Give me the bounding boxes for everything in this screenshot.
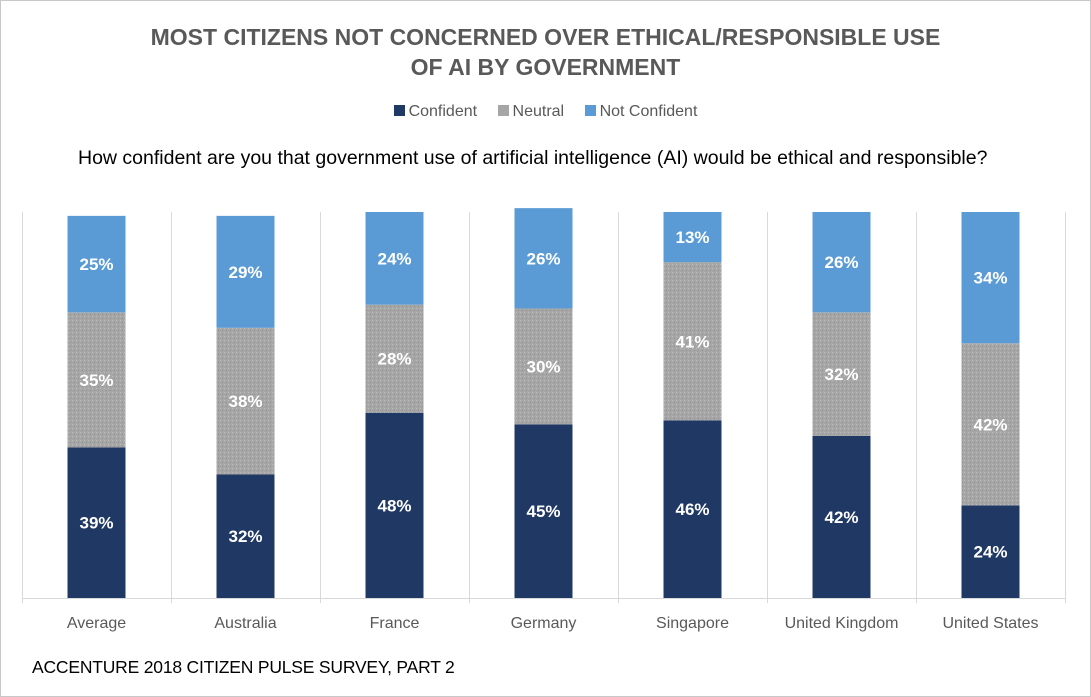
bar-segment-confident: [216, 474, 275, 598]
legend-item-neutral: Neutral: [497, 103, 565, 121]
bar-segment-neutral: [961, 343, 1020, 506]
legend-item-not-confident: Not Confident: [584, 103, 698, 121]
data-label-neutral: 32%: [824, 365, 858, 384]
data-label-confident: 42%: [824, 508, 858, 527]
data-label-confident: 24%: [973, 543, 1007, 562]
source-footer: ACCENTURE 2018 CITIZEN PULSE SURVEY, PAR…: [32, 657, 455, 677]
bar-segment-confident: [961, 505, 1020, 598]
bar-segment-neutral: [812, 312, 871, 436]
data-label-not-confident: 26%: [526, 249, 560, 268]
data-label-neutral: 30%: [526, 357, 560, 376]
legend-label-neutral: Neutral: [512, 103, 565, 120]
bar-segment-confident: [514, 424, 573, 598]
chart-title-line-2: OF AI BY GOVERNMENT: [410, 54, 681, 80]
chart-title: MOST CITIZENS NOT CONCERNED OVER ETHICAL…: [0, 22, 1091, 82]
bar-segment-not-confident: [663, 212, 722, 263]
legend-swatch-neutral: [497, 105, 509, 116]
data-label-neutral: 41%: [675, 332, 709, 351]
data-label-confident: 32%: [228, 527, 262, 546]
bar-segment-not-confident: [812, 212, 871, 313]
data-label-not-confident: 25%: [79, 255, 113, 274]
x-tick-label: Average: [67, 615, 126, 632]
bar-segment-neutral: [365, 304, 424, 413]
data-label-confident: 46%: [675, 500, 709, 519]
bar-segment-not-confident: [67, 215, 126, 313]
data-label-not-confident: 24%: [377, 249, 411, 268]
x-tick-label: Singapore: [656, 615, 729, 632]
data-label-neutral: 28%: [377, 350, 411, 369]
bar-segment-not-confident: [961, 212, 1020, 344]
data-label-not-confident: 29%: [228, 263, 262, 282]
legend-item-confident: Confident: [393, 103, 478, 121]
bar-segment-neutral: [216, 327, 275, 475]
bar-segment-not-confident: [365, 212, 424, 305]
bar-segment-not-confident: [216, 215, 275, 328]
bar-segment-confident: [365, 412, 424, 598]
data-label-neutral: 38%: [228, 392, 262, 411]
bar-segment-neutral: [67, 312, 126, 448]
data-label-confident: 48%: [377, 496, 411, 515]
bar-segment-confident: [663, 420, 722, 598]
x-tick-label: France: [370, 615, 420, 632]
data-label-confident: 45%: [526, 502, 560, 521]
data-label-not-confident: 26%: [824, 253, 858, 272]
bar-segment-neutral: [663, 262, 722, 421]
legend: Confident Neutral Not Confident: [0, 103, 1091, 121]
chart-title-line-1: MOST CITIZENS NOT CONCERNED OVER ETHICAL…: [150, 24, 941, 50]
bar-segment-not-confident: [514, 208, 573, 309]
data-label-not-confident: 13%: [675, 228, 709, 247]
legend-swatch-not-confident: [584, 105, 596, 116]
bar-segment-neutral: [514, 308, 573, 425]
legend-swatch-confident: [393, 105, 405, 116]
legend-label-confident: Confident: [408, 103, 478, 120]
data-label-neutral: 35%: [79, 371, 113, 390]
survey-question: How confident are you that government us…: [78, 147, 988, 169]
data-label-not-confident: 34%: [973, 269, 1007, 288]
x-tick-label: Australia: [214, 615, 276, 632]
data-label-neutral: 42%: [973, 415, 1007, 434]
data-label-confident: 39%: [79, 514, 113, 533]
legend-label-not-confident: Not Confident: [599, 103, 698, 120]
x-tick-label: United States: [942, 615, 1038, 632]
bar-segment-confident: [812, 435, 871, 598]
x-tick-label: Germany: [511, 615, 577, 632]
x-tick-label: United Kingdom: [785, 615, 899, 632]
bar-segment-confident: [67, 447, 126, 598]
